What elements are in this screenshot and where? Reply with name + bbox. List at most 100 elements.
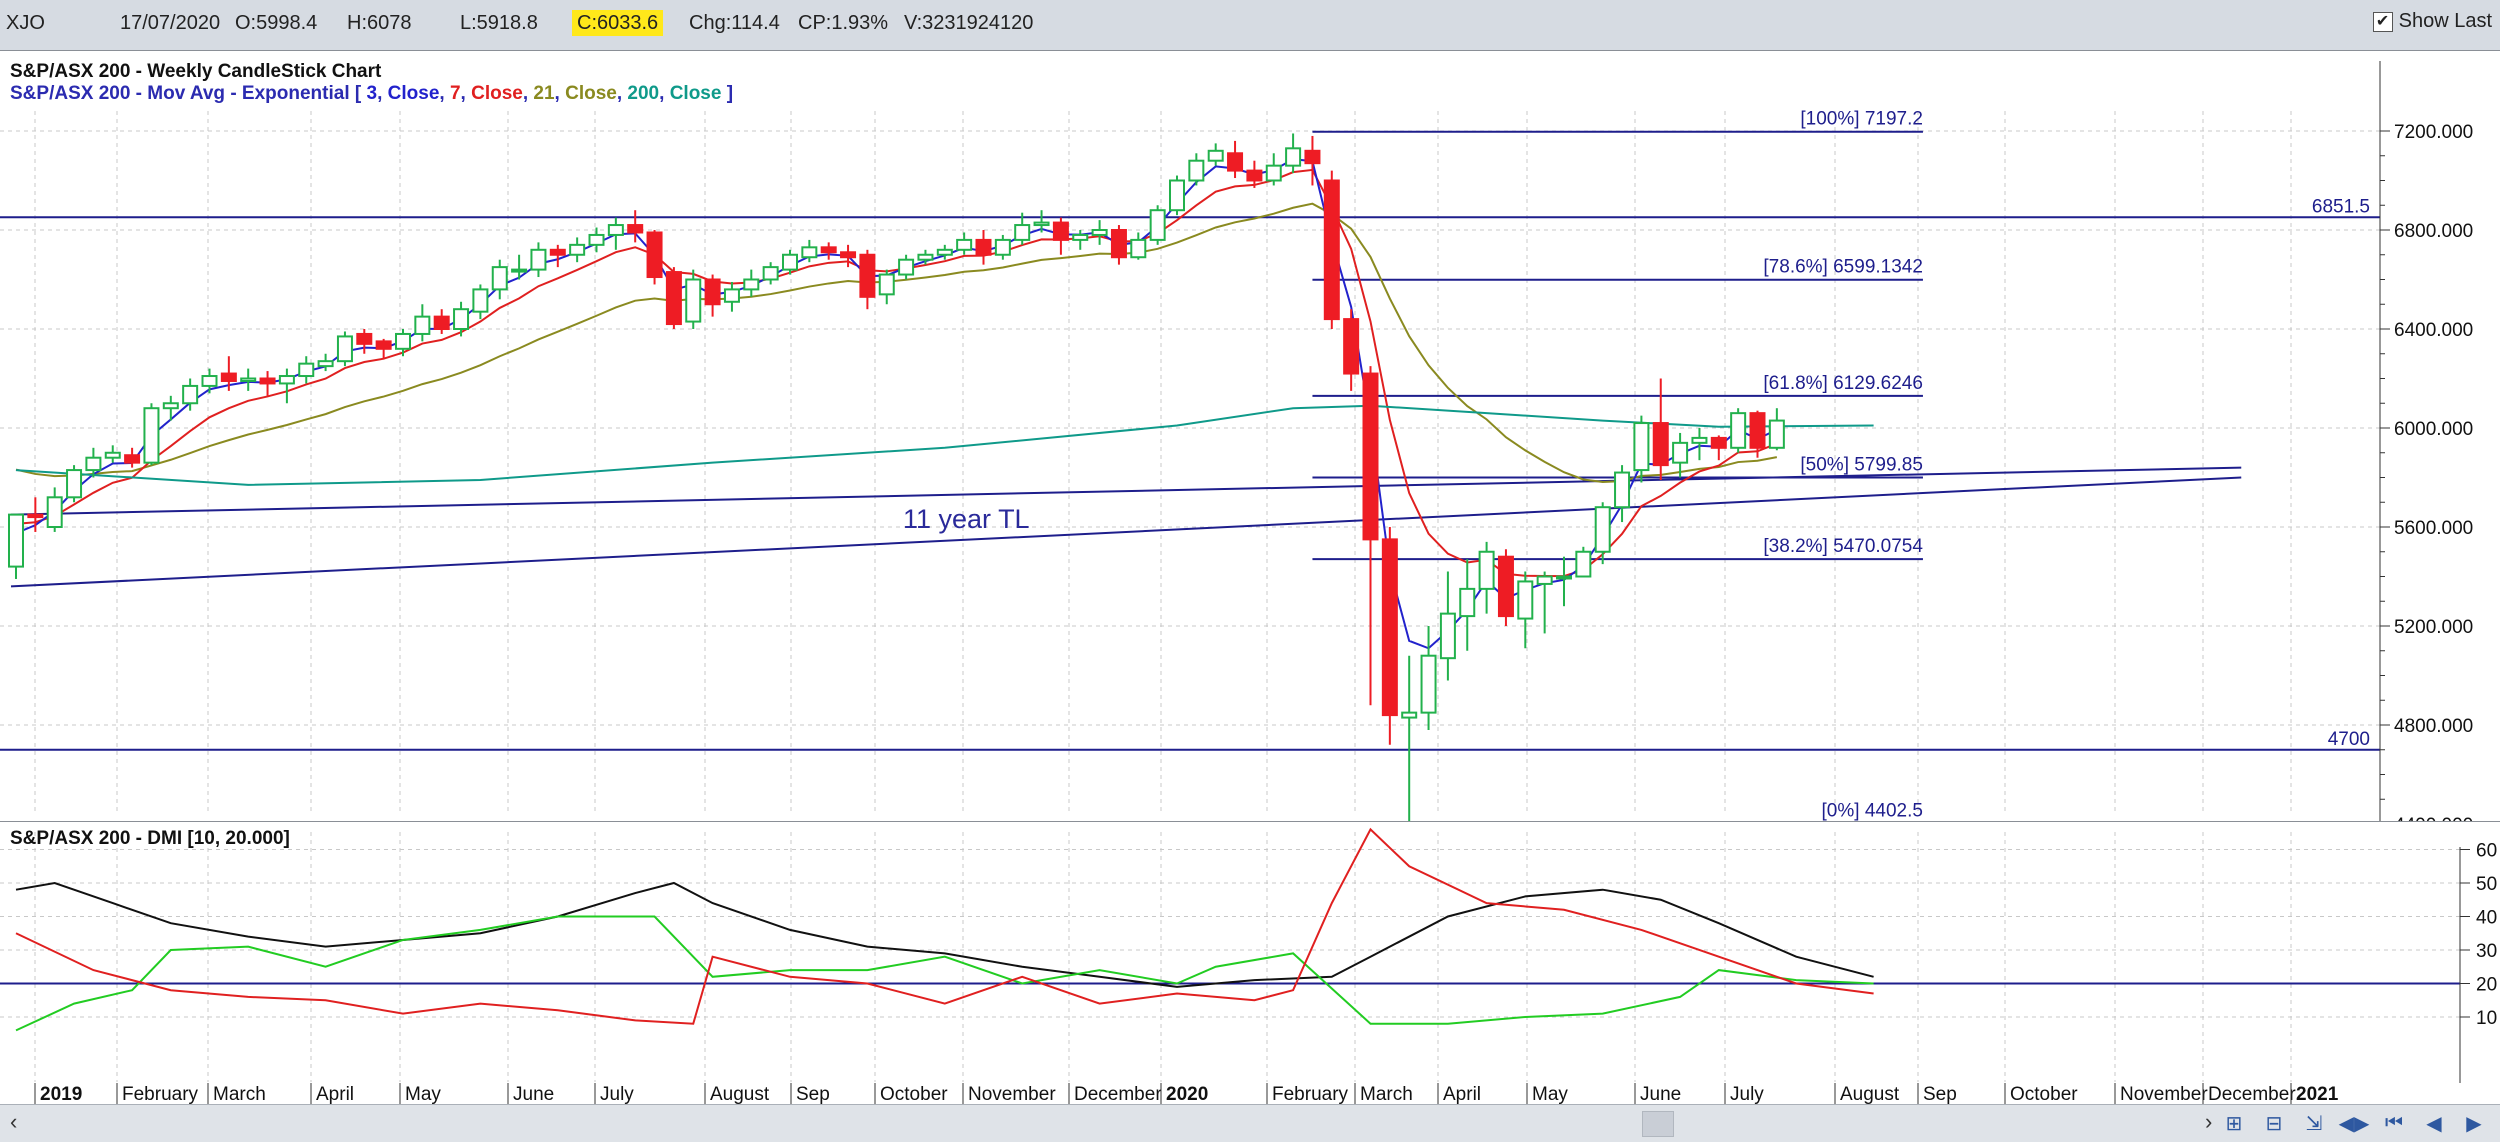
high-value: H:6078 [347,12,412,34]
candle-body [1730,412,1747,449]
candle-body [820,246,837,254]
volume-value: V:3231924120 [904,12,1034,34]
zoom-out-icon[interactable]: ⊟ [2265,1112,2283,1135]
scroll-right-icon[interactable]: › [2205,1109,2213,1134]
candle-body [782,253,798,271]
price-tick-label: 4800.000 [2394,716,2473,737]
candle-body [395,332,411,350]
candle-body [607,224,624,236]
candle-body [1691,436,1708,444]
candle-body [956,238,973,251]
candle-body [1401,711,1418,719]
candle-body [646,231,663,279]
candle-body [278,375,295,385]
candle-body [1343,318,1360,375]
change-value: Chg:114.4 [689,12,780,34]
candle-body [1285,147,1302,167]
candle-body [1110,229,1127,259]
candle-body [898,258,915,276]
show-last-checkbox[interactable]: ✔ [2372,11,2393,32]
fibonacci-level-label: [100%] 7197.2 [1800,109,1923,130]
time-axis-label: August [1840,1084,1900,1104]
adx-line [15,881,1874,988]
step-forward-icon[interactable]: ▶ [2466,1112,2482,1135]
candle-body [859,253,876,298]
horizontal-scrollbar[interactable]: ‹ › ⊞ ⊟ ⇲ ◀▶ ⏮ ◀ ▶ [0,1104,2500,1142]
ma-legend-prefix: S&P/ASX 200 - Mov Avg - Exponential [10,83,350,104]
candle-body [1381,538,1398,717]
dmi-panel[interactable]: 10 20 30 40 50 60 S&P/ASX 200 - DMI [10, 20.0… [0,821,2500,1085]
fibonacci-level-label: [0%] 4402.5 [1822,800,1923,821]
ma-legend-label-3: Close [388,83,440,104]
candle-body [1227,152,1244,172]
candle-body [472,288,489,313]
time-axis-label: 2020 [1166,1084,1208,1104]
candle-body [356,332,373,345]
candle-body [685,278,702,323]
candle-body [201,375,218,387]
di-plus-line [15,915,1874,1032]
candle-body [1072,233,1089,241]
candle-body [704,278,721,306]
candle-body [220,372,237,382]
candle-body [1169,179,1185,212]
show-last-toggle[interactable]: ✔ Show Last [2372,10,2492,33]
candle-body [1149,209,1166,241]
step-back-icon[interactable]: ◀ [2426,1112,2442,1135]
time-axis-label: December [2208,1084,2296,1104]
dmi-tick-label: 30 [2476,941,2497,962]
candle-body [240,377,257,382]
time-axis-label: March [1360,1084,1413,1104]
candle-body [1014,224,1031,241]
time-axis-label: December [1074,1084,1162,1104]
candle-body [1033,221,1050,227]
ma-legend-label-7: Close [471,83,523,104]
trendline [10,466,2242,516]
time-axis-label: Sep [796,1084,830,1104]
ma-legend: S&P/ASX 200 - Mov Avg - Exponential [ 3,… [10,83,733,104]
dmi-tick-label: 20 [2476,975,2497,996]
candle-body [1362,372,1379,541]
time-axis-label: October [880,1084,948,1104]
ema-21-line [15,202,1778,483]
time-axis-label: February [122,1084,199,1104]
go-start-icon[interactable]: ⏮ [2385,1111,2403,1134]
candle-body [723,288,740,303]
navigation-buttons: ⊞ ⊟ ⇲ ◀▶ ⏮ ◀ ▶ [2218,1109,2490,1137]
time-axis-label: November [2120,1084,2208,1104]
candle-body [1594,506,1611,553]
fit-icon[interactable]: ⇲ [2305,1112,2323,1135]
ema-7-line [15,168,1778,578]
dmi-chart-title: S&P/ASX 200 - DMI [10, 20.000] [10,828,290,849]
candle-body [1130,238,1147,259]
time-axis-label: May [405,1084,441,1104]
candle-body [1768,419,1785,449]
candle-body [453,308,470,331]
candle-body [1188,159,1205,182]
candle-body [1052,221,1069,241]
fibonacci-level-label: [78.6%] 6599.1342 [1763,257,1923,278]
candle-body [85,456,102,472]
expand-icon[interactable]: ◀▶ [2338,1112,2370,1135]
candle-body [743,278,760,291]
candle-body [1439,612,1456,660]
fibonacci-level-label: [61.8%] 6129.6246 [1763,373,1923,394]
ma-legend-period-200: 200 [627,83,659,104]
scrollbar-thumb[interactable] [1642,1111,1674,1137]
candle-body [1710,436,1727,449]
candle-body [104,451,121,459]
open-value: O:5998.4 [235,12,318,34]
time-axis-label: July [1730,1084,1764,1104]
ma-legend-period-21: 21 [533,83,555,104]
price-panel[interactable]: 6851.5 4700 [100%] 7197.2 [78.6%] 6599.1342… [0,50,2500,822]
time-axis-label: July [600,1084,634,1104]
time-axis-label: 2021 [2296,1084,2339,1104]
candle-body [433,315,450,330]
price-tick-label: 5200.000 [2394,617,2473,638]
zoom-in-icon[interactable]: ⊞ [2225,1112,2243,1135]
ma-legend-period-7: 7 [450,83,461,104]
scroll-left-icon[interactable]: ‹ [10,1109,18,1134]
quote-toolbar: XJO 17/07/2020 O:5998.4 H:6078 L:5918.8 … [0,0,2500,51]
price-tick-label: 7200.000 [2394,122,2473,143]
